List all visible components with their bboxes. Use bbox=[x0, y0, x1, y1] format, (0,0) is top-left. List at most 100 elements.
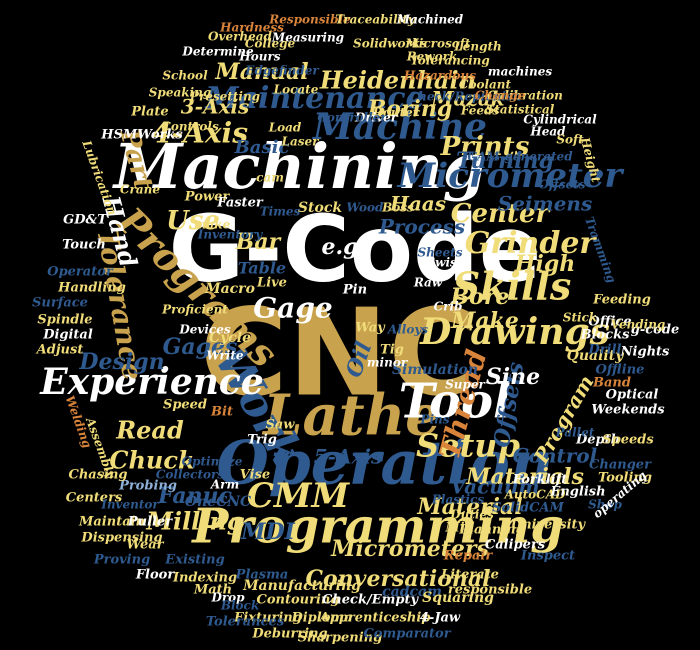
word-length: Length bbox=[453, 40, 501, 54]
word-proficient: Proficient bbox=[161, 303, 228, 317]
word-mill: Mill bbox=[444, 521, 474, 536]
word-inventory: Inventory bbox=[197, 228, 264, 242]
word-onecnc: OneCNC bbox=[185, 494, 251, 510]
word-changer: Changer bbox=[589, 458, 652, 473]
word-feeding: Feeding bbox=[592, 293, 651, 308]
word-traceability: Traceability bbox=[335, 13, 415, 27]
word-optimize: Optimize bbox=[182, 455, 243, 469]
word-tolerances: Tolerances bbox=[206, 615, 285, 630]
word-router: Router bbox=[372, 106, 421, 120]
word-raw: Raw bbox=[413, 276, 443, 290]
word-cam-generated: CAM-generated bbox=[467, 150, 573, 164]
word-surface: Surface bbox=[32, 296, 88, 311]
word-sheets: Sheets bbox=[418, 246, 463, 260]
word-existing: Existing bbox=[164, 553, 224, 568]
word-shop: Shop bbox=[588, 498, 622, 512]
word-repair: Repair bbox=[443, 549, 494, 564]
word-diploma: Diploma bbox=[290, 611, 352, 626]
word-machines: machines bbox=[488, 65, 552, 79]
word-check-replenish: Check/Replenish bbox=[409, 90, 522, 104]
word-handling: Handling bbox=[57, 281, 126, 296]
word-devices: Devices bbox=[178, 323, 231, 337]
word-way: Way bbox=[355, 321, 386, 336]
word-swiss: Swiss bbox=[426, 256, 463, 270]
word-load: Load bbox=[268, 121, 302, 135]
word-stick: Stick bbox=[563, 311, 597, 325]
word-controller: Controller bbox=[317, 111, 388, 125]
word-inspect: Inspect bbox=[520, 549, 575, 564]
word-hsmworks: HSMWorks bbox=[100, 128, 183, 143]
word-gages: Gages bbox=[163, 334, 238, 360]
word-lathe: Lathe bbox=[261, 383, 441, 449]
word-depth: Depth bbox=[575, 433, 620, 448]
word-cmm: CMM bbox=[247, 476, 351, 516]
word-cam: cam bbox=[256, 171, 284, 185]
word-responsible: Responsible bbox=[268, 13, 351, 27]
word-materials: Materials bbox=[465, 464, 584, 490]
word-cnc: CNC bbox=[200, 285, 477, 424]
word-speed: Speed bbox=[163, 398, 207, 413]
word-offsets: Offsets bbox=[538, 178, 585, 192]
word-math: Math bbox=[193, 583, 232, 598]
word-weekends: Weekends bbox=[591, 403, 665, 418]
word-minor: minor bbox=[367, 356, 409, 370]
word-sine: Sine bbox=[486, 364, 540, 390]
word-dispensing: Dispensing bbox=[80, 531, 162, 546]
word-use: Use bbox=[166, 206, 220, 236]
word-read: Read bbox=[115, 416, 184, 445]
word-fanuc: Fanuc bbox=[157, 483, 233, 509]
word-cycle: Cycle bbox=[209, 330, 251, 346]
word-measuring: Measuring bbox=[271, 31, 344, 45]
word-programming: Programming bbox=[190, 499, 564, 555]
word-stock: Stock bbox=[298, 200, 342, 216]
word-planning: Planning bbox=[458, 523, 525, 538]
word-sharpening: Sharpening bbox=[298, 631, 382, 646]
word-pin: Pin bbox=[342, 283, 367, 298]
word-nights: Nights bbox=[620, 345, 670, 360]
word-gage: Gage bbox=[253, 292, 332, 325]
word-manufacturing: Manufacturing bbox=[242, 578, 361, 594]
word-operator: Operator bbox=[47, 265, 114, 280]
word-hours: Hours bbox=[238, 50, 280, 64]
word-simulation: Simulation bbox=[392, 362, 478, 378]
word-calipers: Calipers bbox=[485, 538, 546, 553]
word-micrometers: Micrometers bbox=[330, 536, 489, 562]
word-conversational: Conversational bbox=[306, 566, 491, 592]
word-optical: Optical bbox=[606, 388, 659, 403]
word-calibration: Calibration bbox=[487, 89, 563, 103]
word-turning: Turning bbox=[456, 148, 554, 174]
word-trig: Trig bbox=[247, 433, 277, 448]
word-proving: Proving bbox=[93, 553, 150, 568]
word-microsoft: Microsoft bbox=[405, 37, 471, 51]
word-4-axis: 4-Axis bbox=[152, 117, 248, 150]
word-statistical: Statistical bbox=[486, 103, 555, 117]
word-offline: Offline bbox=[596, 363, 645, 378]
word-wear: Wear bbox=[126, 538, 164, 553]
word-digital: Digital bbox=[42, 328, 93, 343]
word-centers: Centers bbox=[66, 491, 123, 506]
word-basic: Basic bbox=[234, 137, 290, 158]
word-responsible: responsible bbox=[448, 583, 532, 598]
word-arm: Arm bbox=[210, 478, 239, 492]
word-vending: Vending bbox=[611, 318, 666, 332]
word-alloys: Alloys bbox=[387, 323, 428, 337]
word-skills: Skills bbox=[453, 264, 571, 309]
word-material: Material bbox=[416, 494, 522, 520]
word-machine: Machine bbox=[311, 106, 487, 148]
word-determine: Determine bbox=[181, 45, 254, 59]
word-plate: Plate bbox=[130, 105, 168, 120]
word-live: Live bbox=[256, 276, 287, 291]
word-presetting: Presetting bbox=[189, 90, 260, 104]
word-seimens: Seimens bbox=[498, 192, 592, 216]
word-inventor: Inventor bbox=[100, 498, 160, 512]
word-cadcam: cadcam bbox=[382, 584, 442, 600]
word-control: Control bbox=[513, 444, 598, 468]
word-maintain: Maintain bbox=[78, 515, 145, 530]
word-boring: Boring bbox=[367, 96, 453, 122]
word-e-g: e.g bbox=[321, 234, 358, 260]
word-gd-t: GD&T bbox=[63, 213, 108, 228]
word-macro: Macro bbox=[204, 281, 255, 297]
word-drawings: Drawings bbox=[419, 311, 610, 353]
word-deburring: Deburring bbox=[251, 627, 327, 642]
word-plasma: Plasma bbox=[235, 568, 289, 583]
